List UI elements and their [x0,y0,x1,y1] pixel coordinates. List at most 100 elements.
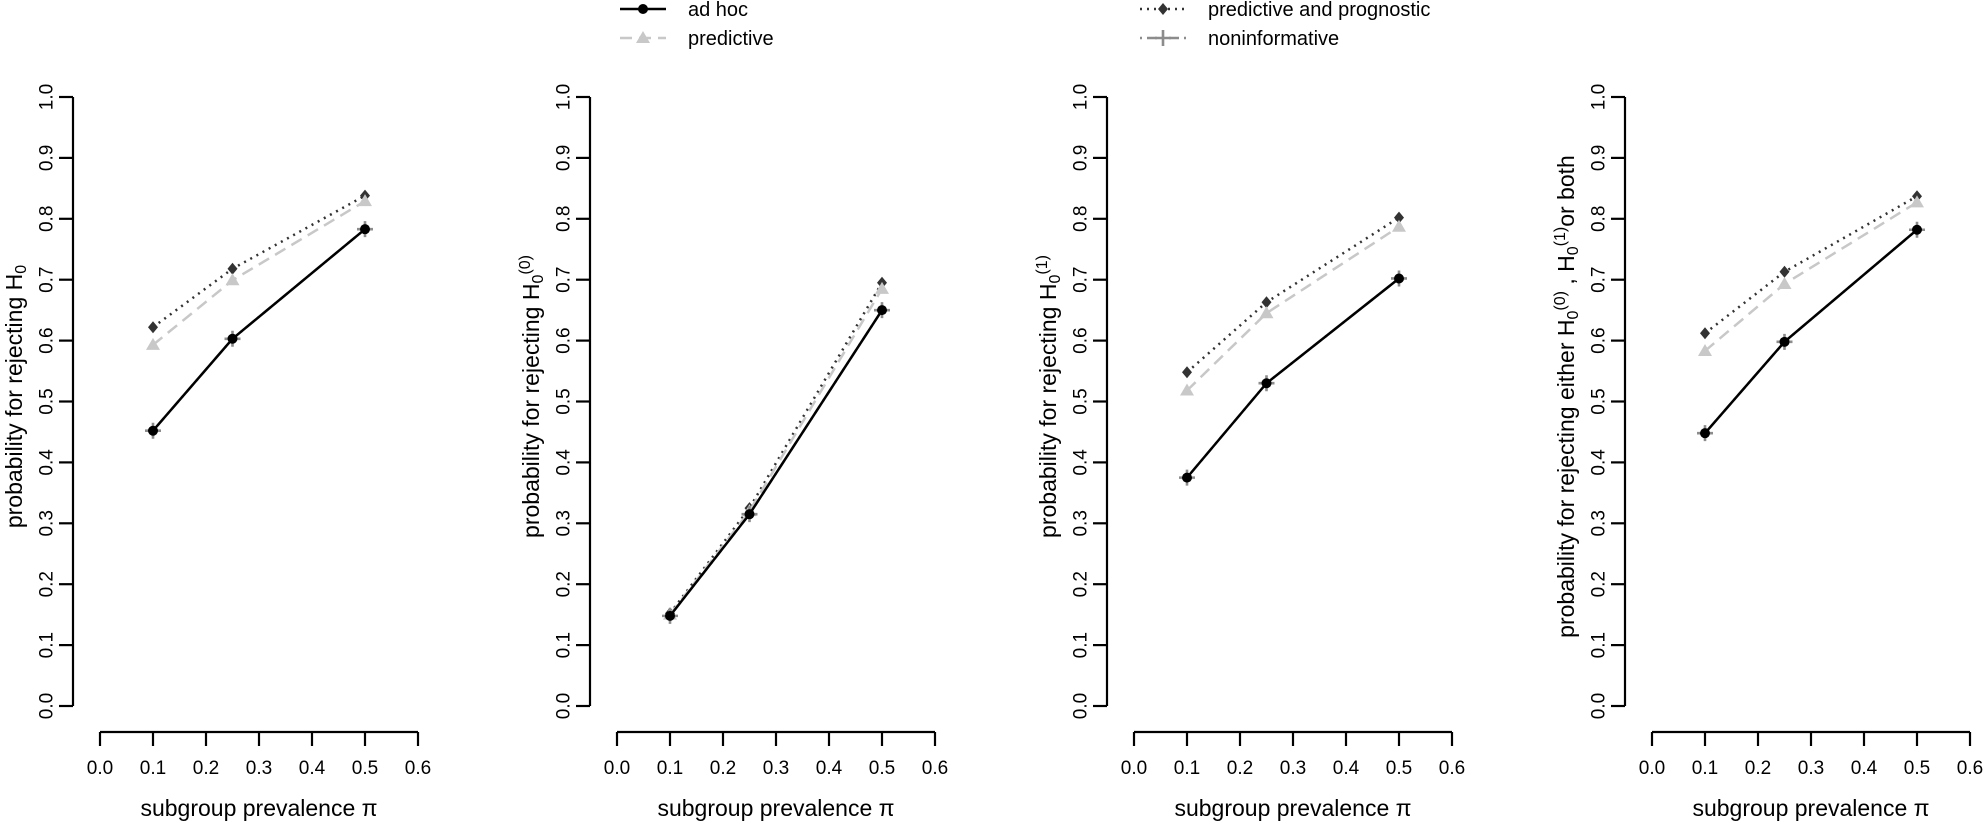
y-axis-title: probability for rejecting H0(0) [517,255,547,538]
series-predictive [146,194,372,350]
x-tick-label: 0.3 [763,758,789,779]
y-tick-label: 0.7 [554,266,575,292]
series-line-noninformative [1704,228,1918,434]
legend-label: predictive and prognostic [1208,0,1430,21]
y-tick-label: 0.6 [554,327,575,353]
y-tick-label: 1.0 [1589,84,1610,110]
y-axis: 0.0 0.1 0.2 0.3 0.4 0.5 0.6 0.7 0.8 0.9 1.0 [37,84,75,719]
chart-panel-2: 0.00.10.20.30.40.50.60.70.80.91.00.0 0.1 0… [517,84,948,821]
series-line-predictive-and-prognostic [1704,195,1918,335]
series-line-predictive [1704,201,1918,352]
series-predictive-and-prognostic [148,189,370,334]
legend: ad hoc predictive predictive and prognosti… [620,0,1430,50]
x-axis-title: subgroup prevalence π [1692,795,1929,821]
x-tick-label: 0.1 [1174,758,1200,779]
data-point-predictive [1910,195,1924,208]
x-tick-label: 0.0 [1639,758,1665,779]
legend-label: predictive [688,28,774,50]
y-tick-label: 0.8 [1071,206,1092,232]
chart-panel-4: 0.00.10.20.30.40.50.60.70.80.91.00.0 0.1 0… [1552,84,1983,821]
series-ad-hoc [665,305,887,621]
y-axis-title: probability for rejecting H0(1) [1034,255,1064,538]
y-tick-label: 0.1 [1071,632,1092,658]
x-axis: 0.0 0.1 0.2 0.3 0.4 0.5 0.6 [604,730,948,779]
series-line-noninformative [1186,277,1400,479]
data-point-predictive-and-prognostic [1779,265,1790,278]
y-tick-label: 0.6 [1589,327,1610,353]
y-tick-label: 0.2 [1589,571,1610,597]
x-axis-title: subgroup prevalence π [1174,795,1411,821]
data-point-predictive-and-prognostic [1261,296,1272,309]
series-predictive [663,281,889,620]
y-tick-label: 0.1 [554,632,575,658]
x-tick-label: 0.4 [299,758,326,779]
x-tick-label: 0.1 [140,758,166,779]
x-tick-label: 0.0 [1121,758,1147,779]
series-ad-hoc [148,224,370,436]
y-tick-label: 0.0 [1071,693,1092,719]
series-noninformative [145,221,373,439]
y-tick-label: 0.9 [554,145,575,171]
y-axis: 0.0 0.1 0.2 0.3 0.4 0.5 0.6 0.7 0.8 0.9 1.0 [1071,84,1109,719]
series-ad-hoc [1182,273,1404,483]
series-predictive-and-prognostic [1700,190,1922,340]
series-predictive-and-prognostic [665,276,887,620]
series-ad-hoc [1700,224,1922,439]
panels: 0.00.10.20.30.40.50.60.70.80.91.00.0 0.1 0… [1,84,1983,821]
x-tick-label: 0.3 [1798,758,1824,779]
x-tick-label: 0.5 [1904,758,1930,779]
series-noninformative [1179,270,1407,486]
x-tick-label: 0.5 [1386,758,1412,779]
y-tick-label: 0.2 [1071,571,1092,597]
series-predictive [1698,195,1924,356]
y-tick-label: 0.3 [1071,510,1092,536]
data-point-predictive [1777,276,1792,289]
y-tick-label: 0.8 [1589,206,1610,232]
series-predictive-and-prognostic [1182,211,1404,379]
y-tick-label: 0.5 [554,388,575,414]
data-point-predictive [225,273,240,286]
data-point-predictive-and-prognostic [1700,327,1710,340]
data-point-predictive-and-prognostic [227,262,238,275]
y-tick-label: 0.6 [1071,327,1092,353]
data-point-predictive [1180,383,1194,396]
y-tick-label: 0.9 [37,145,58,171]
legend-label: noninformative [1208,28,1339,50]
chart-panel-1: 0.00.10.20.30.40.50.60.70.80.91.00.0 0.1 0… [1,84,431,821]
data-point-ad-hoc [1700,428,1710,439]
x-tick-label: 0.2 [1745,758,1771,779]
x-axis: 0.0 0.1 0.2 0.3 0.4 0.5 0.6 [1639,730,1983,779]
data-point-ad-hoc [360,224,370,235]
y-tick-label: 0.4 [554,449,575,476]
legend-item-predictive-and-prognostic: predictive and prognostic [1140,0,1430,21]
series-line-ad-hoc [669,309,884,617]
x-tick-label: 0.1 [657,758,683,779]
data-point-ad-hoc [1261,378,1272,389]
y-tick-label: 0.7 [37,266,58,292]
data-point-predictive [1392,219,1406,232]
y-tick-label: 0.9 [1071,145,1092,171]
x-tick-label: 0.6 [922,758,948,779]
x-tick-label: 0.6 [1439,758,1465,779]
data-point-ad-hoc [1182,472,1192,483]
series-predictive [1180,219,1406,396]
data-point-predictive [1698,343,1712,356]
y-tick-label: 0.3 [554,510,575,536]
legend-marker [1158,3,1168,15]
data-point-ad-hoc [227,333,238,344]
y-tick-label: 0.4 [1589,449,1610,476]
y-tick-label: 0.5 [1071,388,1092,414]
data-point-ad-hoc [1394,273,1404,284]
x-axis: 0.0 0.1 0.2 0.3 0.4 0.5 0.6 [1121,730,1465,779]
data-point-predictive [358,194,372,207]
x-axis-title: subgroup prevalence π [657,795,894,821]
chart-panel-3: 0.00.10.20.30.40.50.60.70.80.91.00.0 0.1 0… [1034,84,1465,821]
y-tick-label: 0.3 [1589,510,1610,536]
data-point-ad-hoc [1779,336,1790,347]
legend-marker [1155,30,1171,46]
data-point-ad-hoc [877,305,887,316]
y-tick-label: 0.0 [554,693,575,719]
data-point-predictive-and-prognostic [1394,211,1404,224]
x-tick-label: 0.5 [869,758,895,779]
